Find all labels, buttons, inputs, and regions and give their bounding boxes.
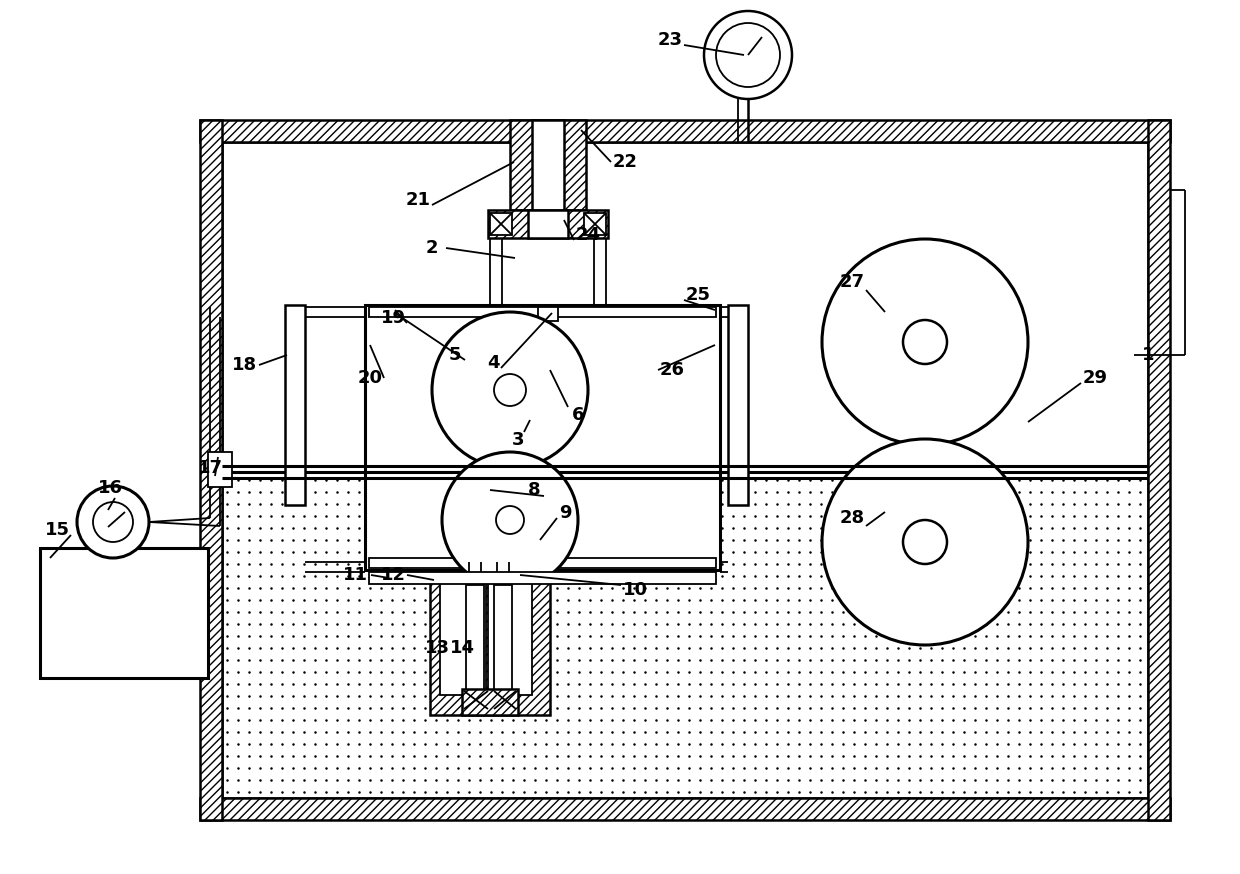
Bar	[728, 305, 748, 505]
Text: 20: 20	[357, 369, 382, 387]
Text: 17: 17	[197, 459, 222, 477]
Circle shape	[822, 439, 1028, 645]
Text: 1: 1	[1142, 346, 1154, 364]
Text: 8: 8	[528, 481, 541, 499]
Text: 10: 10	[622, 581, 647, 599]
Text: 15: 15	[45, 521, 69, 539]
Bar	[532, 120, 564, 230]
Text: 22: 22	[613, 153, 637, 171]
Circle shape	[441, 452, 578, 588]
Bar	[538, 554, 558, 568]
Bar	[365, 305, 720, 472]
Bar	[494, 585, 512, 690]
Bar	[538, 307, 558, 321]
Text: 25: 25	[686, 286, 711, 304]
Bar	[430, 575, 551, 715]
Circle shape	[432, 312, 588, 468]
Text: 28: 28	[839, 509, 864, 527]
Text: 26: 26	[660, 361, 684, 379]
Circle shape	[903, 320, 947, 364]
Bar	[200, 798, 1171, 820]
Circle shape	[77, 486, 149, 558]
Bar	[222, 142, 1148, 798]
Text: 14: 14	[449, 639, 475, 657]
Text: 27: 27	[839, 273, 864, 291]
Text: 19: 19	[381, 309, 405, 327]
Circle shape	[494, 374, 526, 406]
Text: 5: 5	[449, 346, 461, 364]
Circle shape	[715, 23, 780, 87]
Bar	[584, 213, 606, 235]
Circle shape	[704, 11, 792, 99]
Bar	[466, 585, 484, 690]
Text: 21: 21	[405, 191, 430, 209]
Text: 29: 29	[1083, 369, 1107, 387]
Bar	[200, 120, 222, 820]
Bar	[510, 120, 587, 210]
Text: 4: 4	[487, 354, 500, 372]
Bar	[200, 120, 1171, 142]
Bar	[1148, 120, 1171, 820]
Bar	[365, 472, 720, 570]
Text: 18: 18	[232, 356, 258, 374]
Bar	[40, 548, 208, 678]
Text: 24: 24	[575, 226, 600, 244]
Circle shape	[903, 520, 947, 564]
Text: 2: 2	[425, 239, 438, 257]
Bar	[285, 305, 305, 505]
Bar	[370, 307, 715, 317]
Text: 9: 9	[559, 504, 572, 522]
Bar	[490, 213, 512, 235]
Circle shape	[822, 239, 1028, 445]
Text: 12: 12	[381, 566, 405, 584]
Text: 3: 3	[512, 431, 525, 449]
Bar	[370, 572, 715, 584]
Text: 16: 16	[98, 479, 123, 497]
Bar	[528, 210, 568, 238]
Circle shape	[93, 502, 133, 542]
Bar	[489, 575, 532, 695]
Bar	[370, 558, 715, 568]
Text: 11: 11	[342, 566, 367, 584]
Text: 13: 13	[424, 639, 449, 657]
Bar	[440, 575, 486, 695]
Text: 6: 6	[572, 406, 584, 424]
Bar	[489, 210, 608, 238]
Circle shape	[496, 506, 525, 534]
Bar	[463, 689, 518, 715]
Bar	[208, 452, 232, 487]
Text: 23: 23	[657, 31, 682, 49]
